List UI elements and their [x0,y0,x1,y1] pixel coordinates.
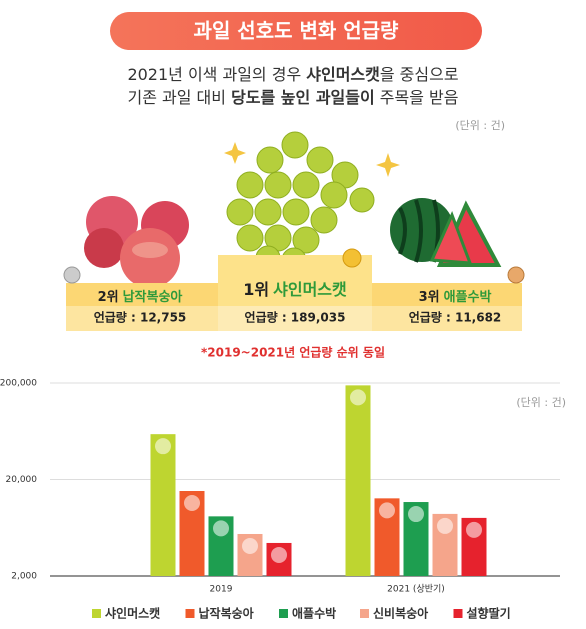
bar-icon [466,521,482,538]
unit: (단위 : 건) [455,119,505,132]
subtitle-segment: 을 중심으로 [380,65,459,84]
legend-label: 샤인머스캣 [105,606,160,621]
legend-label: 설향딸기 [467,606,511,621]
watermelon-illustration [390,198,502,267]
mention: 언급량 : 189,035 [245,310,346,325]
bar-icon [350,389,366,406]
legend-label: 납작복숭아 [199,606,254,621]
rank-label: 3위 애플수박 [419,289,492,305]
legend-swatch [360,609,369,618]
fruit-name: 샤인머스캣 [273,280,347,299]
podium-first-base [218,306,372,331]
bar-icon [271,546,287,563]
rank: 2위 [98,290,119,305]
y-tick-label: 200,000 [0,379,37,389]
subtitle-line: 2021년 이색 과일의 경우 샤인머스캣을 중심으로 [127,65,458,84]
note: *2019~2021년 언급량 순위 동일 [201,345,385,360]
bar-icon [184,495,200,512]
y-tick-label: 2,000 [11,572,37,582]
bar-icon [155,438,171,455]
bar [345,385,371,576]
legend-swatch [279,609,288,618]
fruit-name: 애플수박 [444,289,492,305]
subtitle-segment: 주목을 받음 [375,88,459,107]
legend-label: 신비복숭아 [373,606,428,621]
subtitle-segment: 샤인머스캣 [306,65,380,84]
mention: 언급량 : 11,682 [409,310,502,325]
bar-icon [437,517,453,534]
title-banner [110,12,482,50]
subtitle-segment: 2021년 이색 과일의 경우 [127,65,306,84]
medal [63,248,525,284]
fruit-name: 납작복숭아 [123,289,183,305]
subtitle-line: 기존 과일 대비 당도를 높인 과일들이 주목을 받음 [128,88,459,107]
rank: 1위 [243,280,269,299]
peach-illustration [84,196,189,288]
grape-illustration [226,131,375,273]
rank-label: 2위 납작복숭아 [98,289,183,305]
rank: 3위 [419,290,440,305]
bar-icon [242,537,258,554]
y-tick-label: 20,000 [6,475,38,485]
bar [150,434,176,576]
subtitle-segment: 당도를 높인 과일들이 [231,88,375,107]
bar-icon [408,506,424,523]
x-tick-label: 2021 (상반기) [387,584,445,595]
subtitle-segment: 기존 과일 대비 [128,88,232,107]
title: 과일 선호도 변화 언급량 [194,19,399,43]
legend-label: 애플수박 [292,606,336,621]
legend-swatch [92,609,101,618]
mention: 언급량 : 12,755 [94,310,187,325]
legend-swatch [453,609,463,618]
rank-label: 1위 샤인머스캣 [243,280,347,299]
bar-icon [379,502,395,519]
x-tick-label: 2019 [210,585,233,595]
legend-swatch [185,609,195,618]
unit: (단위 : 건) [516,396,566,409]
bar-icon [213,520,229,537]
